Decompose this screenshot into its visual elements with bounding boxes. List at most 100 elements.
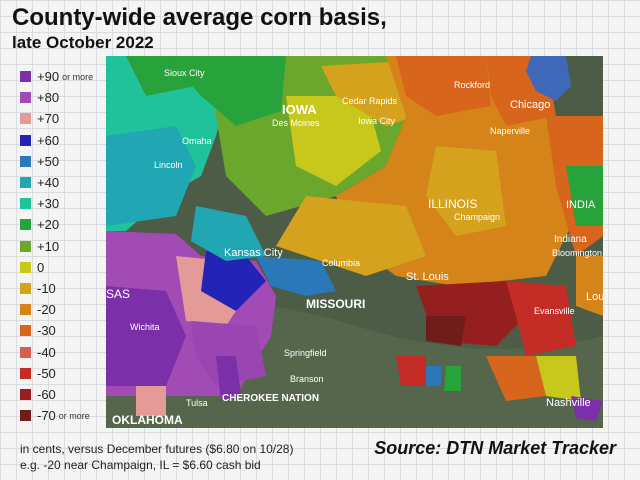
label-sioux-city: Sioux City bbox=[164, 68, 205, 78]
legend-label: -10 bbox=[37, 280, 56, 296]
legend-swatch bbox=[20, 304, 31, 316]
region-ok-pink bbox=[136, 386, 166, 416]
lake-michigan bbox=[526, 56, 571, 101]
legend-label: +50 bbox=[37, 153, 60, 169]
legend-item: -70 or more bbox=[20, 405, 106, 426]
legend-item: -30 bbox=[20, 320, 106, 341]
region-s-indiana bbox=[576, 256, 603, 316]
legend-swatch bbox=[20, 325, 31, 337]
region-s-il-minus50 bbox=[506, 281, 576, 356]
legend-item: +50 bbox=[20, 151, 106, 172]
region-w-kentucky bbox=[486, 356, 546, 401]
label-missouri: MISSOURI bbox=[306, 297, 365, 311]
legend-label: -70 bbox=[37, 408, 56, 424]
legend-label: -60 bbox=[37, 386, 56, 402]
region-w-missouri bbox=[256, 256, 336, 296]
label-nashville: Nashville bbox=[546, 397, 591, 409]
label-cherokee-nation: CHEROKEE NATION bbox=[222, 393, 319, 404]
region-n-illinois-minus30 bbox=[396, 56, 491, 116]
label-indiana: Indiana bbox=[554, 234, 587, 245]
legend-suffix: or more bbox=[58, 410, 90, 421]
label-sas: SAS bbox=[106, 287, 130, 301]
legend-item: -40 bbox=[20, 341, 106, 362]
label-evansville: Evansville bbox=[534, 306, 575, 316]
legend-label: +80 bbox=[37, 90, 60, 106]
chart-title: County-wide average corn basis, bbox=[12, 4, 387, 31]
legend-item: +30 bbox=[20, 193, 106, 214]
label-bloomington: Bloomington bbox=[552, 248, 602, 258]
legend-label: +60 bbox=[37, 132, 60, 148]
label-branson: Branson bbox=[290, 374, 324, 384]
region-se-kansas bbox=[191, 321, 266, 386]
legend-item: +40 bbox=[20, 172, 106, 193]
legend-label: 0 bbox=[37, 259, 45, 275]
region-se-ne bbox=[191, 206, 266, 261]
label-des-moines: Des Moines bbox=[272, 118, 320, 128]
legend-item: +80 bbox=[20, 87, 106, 108]
legend-swatch bbox=[20, 134, 31, 146]
legend-label: +30 bbox=[37, 196, 60, 212]
legend-item: -50 bbox=[20, 363, 106, 384]
legend-label: -50 bbox=[37, 365, 56, 381]
legend-label: +70 bbox=[37, 111, 60, 127]
label-india: INDIA bbox=[566, 199, 596, 211]
legend-swatch bbox=[20, 92, 31, 104]
legend-swatch bbox=[20, 113, 31, 125]
legend-swatch bbox=[20, 219, 31, 231]
legend-swatch bbox=[20, 261, 31, 273]
legend-label: -40 bbox=[37, 344, 56, 360]
legend-item: -60 bbox=[20, 384, 106, 405]
legend-label: -20 bbox=[37, 302, 56, 318]
region-central-iowa bbox=[286, 96, 381, 186]
region-kentucky-yellow bbox=[536, 356, 581, 401]
region-kansas-plus90 bbox=[106, 286, 186, 386]
legend-label: +90 bbox=[37, 69, 60, 85]
basis-map: Sioux City IOWA Des Moines Cedar Rapids … bbox=[106, 56, 603, 428]
region-nw-iowa bbox=[166, 56, 286, 126]
label-oklahoma: OKLAHOMA bbox=[112, 413, 183, 427]
label-kansas-city: Kansas City bbox=[224, 247, 283, 259]
legend-swatch bbox=[20, 367, 31, 379]
footnote-units: in cents, versus December futures ($6.80… bbox=[20, 442, 294, 456]
label-columbia: Columbia bbox=[322, 258, 360, 268]
label-wichita: Wichita bbox=[130, 322, 160, 332]
footnote-example: e.g. -20 near Champaign, IL = $6.60 cash… bbox=[20, 458, 261, 472]
legend-item: +90 or more bbox=[20, 66, 106, 87]
map-svg: Sioux City IOWA Des Moines Cedar Rapids … bbox=[106, 56, 603, 428]
legend-item: +60 bbox=[20, 130, 106, 151]
region-nebraska-plus40 bbox=[106, 126, 196, 226]
legend-label: +20 bbox=[37, 217, 60, 233]
legend-swatch bbox=[20, 198, 31, 210]
region-bootheel bbox=[396, 356, 426, 386]
legend-swatch bbox=[20, 410, 31, 422]
legend-swatch bbox=[20, 71, 31, 83]
label-cedar-rapids: Cedar Rapids bbox=[342, 96, 398, 106]
label-iowa: IOWA bbox=[282, 102, 317, 117]
legend-label: +40 bbox=[37, 175, 60, 191]
legend-label: -30 bbox=[37, 323, 56, 339]
region-tn-purple bbox=[571, 396, 603, 421]
chart-subtitle: late October 2022 bbox=[12, 33, 154, 52]
legend-swatch bbox=[20, 346, 31, 358]
label-omaha: Omaha bbox=[182, 136, 212, 146]
region-indiana-green bbox=[566, 166, 603, 226]
legend-item: +10 bbox=[20, 236, 106, 257]
label-springfield: Springfield bbox=[284, 348, 327, 358]
label-st-louis: St. Louis bbox=[406, 271, 449, 283]
label-lou: Lou bbox=[586, 291, 603, 303]
label-illinois: ILLINOIS bbox=[428, 197, 477, 211]
region-kc-plus60 bbox=[201, 251, 266, 311]
region-ky-green bbox=[444, 366, 461, 391]
label-rockford: Rockford bbox=[454, 80, 490, 90]
region-ky-blue bbox=[426, 366, 441, 386]
legend-label: +10 bbox=[37, 238, 60, 254]
legend-item: +70 bbox=[20, 108, 106, 129]
label-chicago: Chicago bbox=[510, 99, 550, 111]
legend-swatch bbox=[20, 388, 31, 400]
region-ne-iowa bbox=[321, 61, 416, 126]
legend-swatch bbox=[20, 240, 31, 252]
label-naperville: Naperville bbox=[490, 126, 530, 136]
legend-suffix: or more bbox=[62, 71, 94, 82]
label-iowa-city: Iowa City bbox=[358, 116, 396, 126]
region-central-illinois bbox=[426, 146, 506, 236]
